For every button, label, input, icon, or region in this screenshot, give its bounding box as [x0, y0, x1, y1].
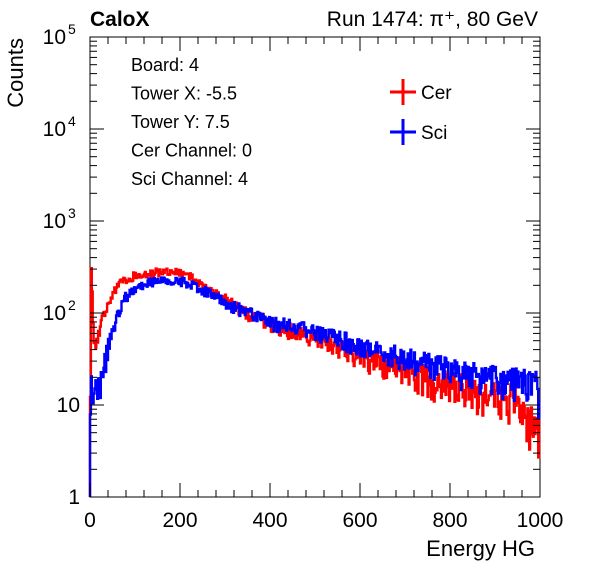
y-tick-label: 1: [68, 486, 80, 509]
x-tick-label: 800: [432, 509, 467, 532]
title-left: CaloX: [90, 8, 150, 31]
info-line: Cer Channel: 0: [131, 141, 252, 161]
plot-frame: [89, 36, 541, 498]
y-tick-label: 10: [43, 118, 66, 141]
x-tick-label: 0: [84, 509, 96, 532]
info-line: Board: 4: [131, 55, 199, 75]
x-tick-label: 400: [252, 509, 287, 532]
y-tick-label: 10: [57, 394, 80, 417]
legend-label-cer: Cer: [421, 83, 452, 104]
info-line: Tower Y: 7.5: [131, 112, 230, 132]
x-axis-label: Energy HG: [426, 536, 535, 561]
y-tick-label: 10: [43, 302, 66, 325]
title-right: Run 1474: π⁺, 80 GeV: [327, 8, 538, 31]
info-line: Tower X: -5.5: [131, 84, 237, 104]
y-tick-exponent: 4: [68, 113, 76, 129]
y-tick-exponent: 5: [68, 21, 76, 37]
x-tick-label: 600: [342, 509, 377, 532]
y-tick-label: 10: [43, 210, 66, 233]
y-axis-label: Counts: [3, 38, 28, 108]
legend-label-sci: Sci: [421, 123, 447, 144]
x-tick-label: 1000: [517, 509, 564, 532]
info-line: Sci Channel: 4: [131, 169, 248, 189]
y-tick-exponent: 2: [68, 297, 76, 313]
y-tick-exponent: 3: [68, 205, 76, 221]
x-tick-label: 200: [162, 509, 197, 532]
y-tick-label: 10: [43, 26, 66, 49]
series-line-sci: [88, 276, 541, 497]
